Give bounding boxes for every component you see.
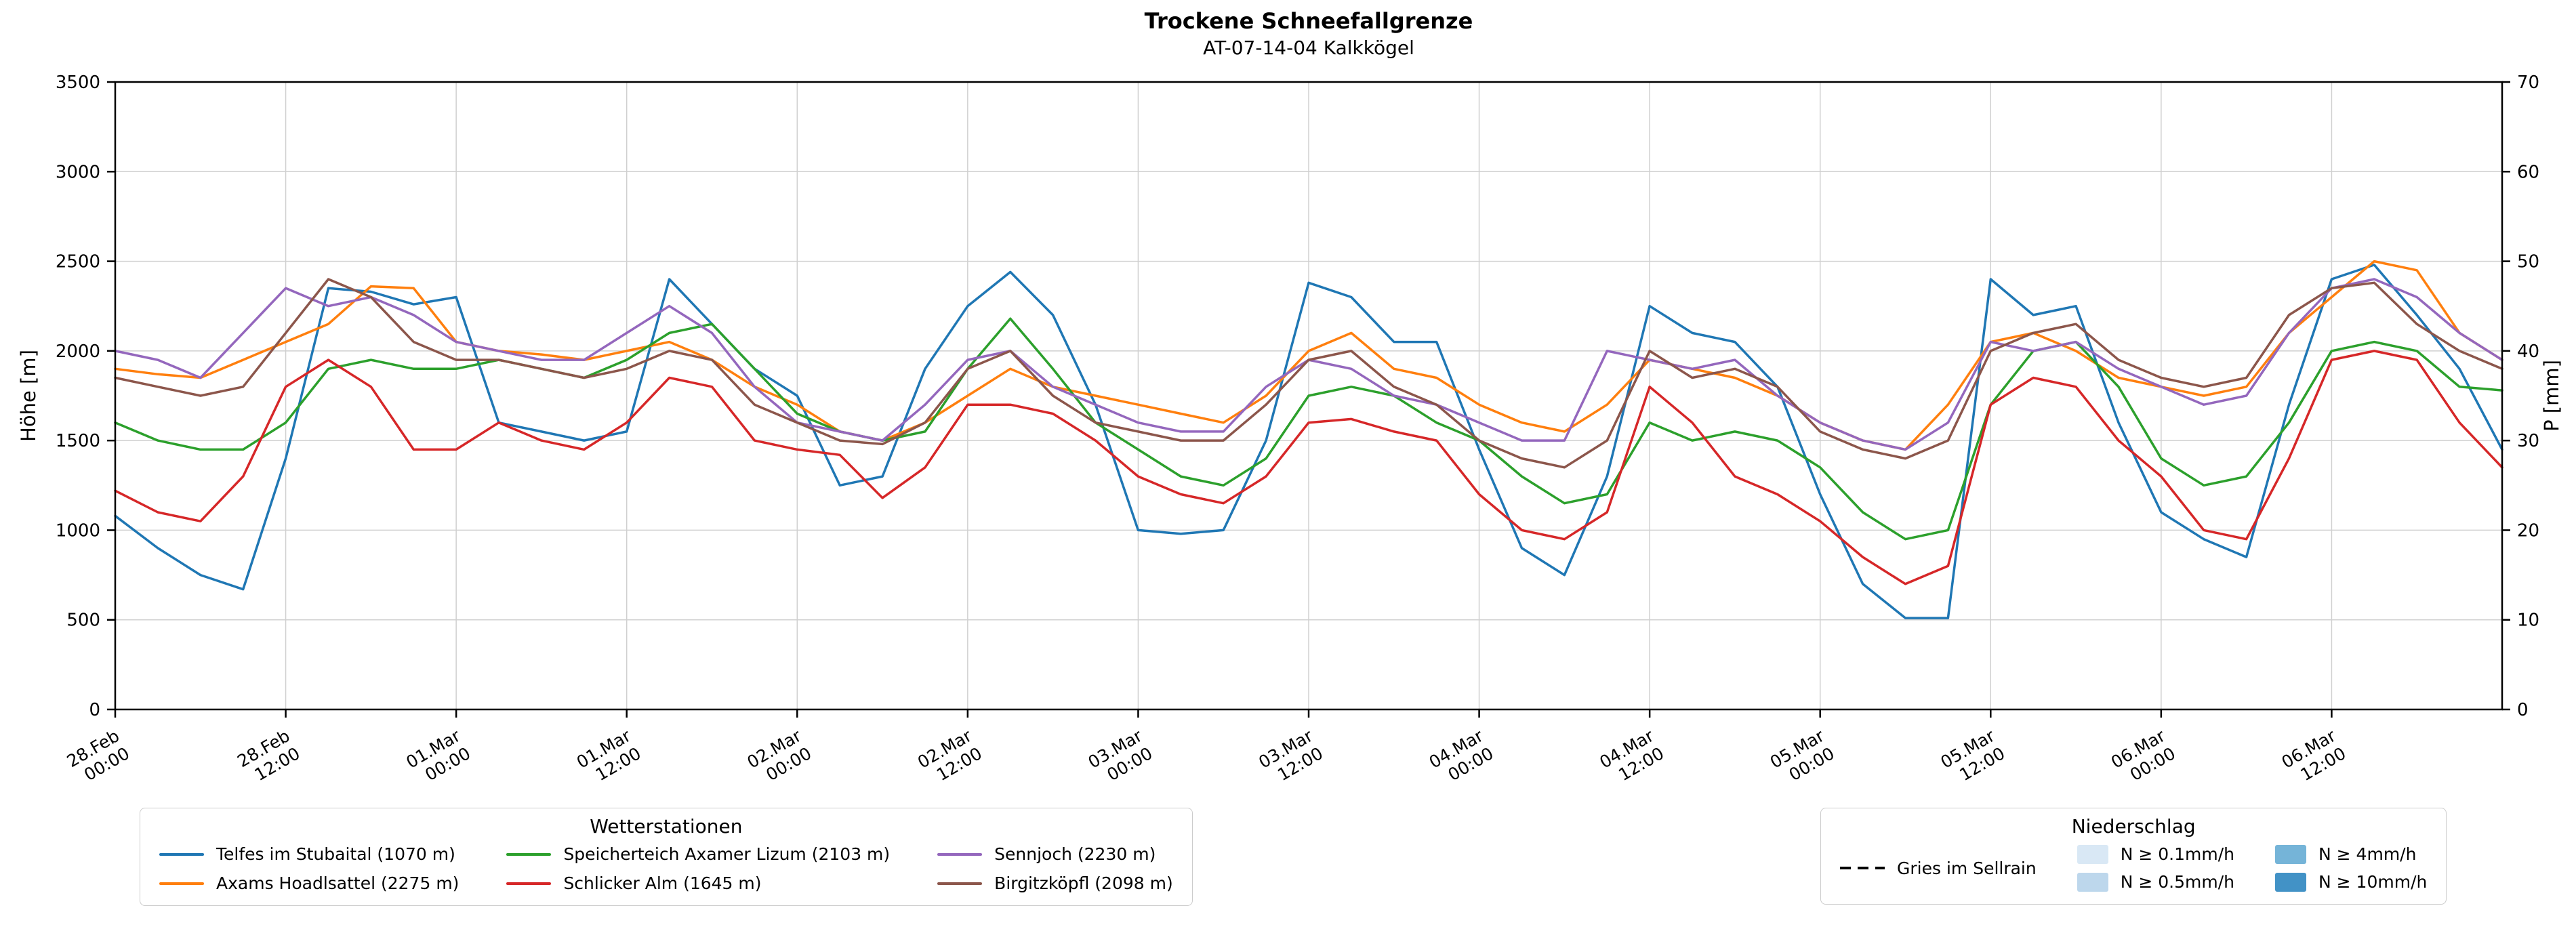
legend-item-n01: N ≥ 0.1mm/h: [2077, 844, 2234, 864]
series-line-birgitzkoepfl: [114, 278, 2503, 469]
patch-sample-icon: [2077, 872, 2108, 892]
ylabel-left: Höhe [m]: [17, 350, 40, 442]
legend-niederschlag-content: Gries im Sellrain N ≥ 0.1mm/h N ≥ 0.5mm/h…: [1840, 844, 2427, 892]
xtick-label: 05.Mar00:00: [1767, 726, 1838, 790]
legend-item-n4: N ≥ 4mm/h: [2275, 844, 2427, 864]
legend-item-telfes: Telfes im Stubaital (1070 m): [159, 844, 459, 864]
ytick-label-left: 0: [89, 700, 100, 720]
legend-item-label: N ≥ 10mm/h: [2318, 872, 2428, 892]
legend-wetterstationen-items: Telfes im Stubaital (1070 m) Axams Hoadls…: [159, 844, 1173, 893]
ytick-label-left: 2000: [56, 342, 100, 362]
dashed-line-sample-icon: [1840, 867, 1885, 869]
legend-item-label: Schlicker Alm (1645 m): [563, 873, 762, 893]
xtick-label: 01.Mar12:00: [573, 726, 645, 790]
ytick-label-right: 20: [2517, 520, 2539, 541]
xtick-label: 01.Mar00:00: [403, 726, 474, 790]
ytick-label-left: 500: [66, 611, 100, 631]
line-sample-icon: [159, 852, 204, 856]
legend-item-label: Telfes im Stubaital (1070 m): [216, 844, 455, 864]
legend-wetterstationen-title: Wetterstationen: [590, 815, 743, 838]
xtick-label: 28.Feb12:00: [234, 726, 303, 789]
legend-item-sennjoch: Sennjoch (2230 m): [937, 844, 1173, 864]
ytick-label-left: 1000: [56, 520, 100, 541]
legend-item-label: N ≥ 0.1mm/h: [2120, 844, 2235, 864]
ytick-label-right: 70: [2517, 73, 2539, 93]
legend-item-label: N ≥ 0.5mm/h: [2120, 872, 2235, 892]
xtick-label: 03.Mar00:00: [1085, 726, 1156, 790]
xtick-label: 02.Mar12:00: [914, 726, 985, 790]
line-sample-icon: [506, 852, 552, 856]
series-line-schlicker: [114, 350, 2503, 585]
chart-title: Trockene Schneefallgrenze: [1144, 8, 1473, 34]
legend-item-gries-im-sellrain: Gries im Sellrain: [1840, 859, 2037, 878]
xtick-label: 04.Mar00:00: [1426, 726, 1497, 790]
line-sample-icon: [937, 882, 983, 885]
legend-item-label: Gries im Sellrain: [1897, 858, 2037, 878]
patch-sample-icon: [2077, 844, 2108, 864]
legend-item-schlicker: Schlicker Alm (1645 m): [506, 873, 890, 893]
legend-item-n05: N ≥ 0.5mm/h: [2077, 872, 2234, 892]
xtick-label: 02.Mar00:00: [743, 726, 815, 790]
plot-area: 0 0 500 10 1000 20 1500 30 2000 40 2500 50 3000 60 350…: [17, 73, 2563, 790]
patch-sample-icon: [2275, 844, 2307, 864]
ytick-label-right: 30: [2517, 431, 2539, 451]
patch-sample-icon: [2275, 872, 2307, 892]
ytick-label-left: 3500: [56, 73, 100, 93]
ytick-label-right: 10: [2517, 611, 2539, 631]
legend-item-label: Speicherteich Axamer Lizum (2103 m): [563, 844, 891, 864]
legend-item-label: Sennjoch (2230 m): [994, 844, 1156, 864]
legend-niederschlag-patches: N ≥ 0.1mm/h N ≥ 0.5mm/h N ≥ 4mm/h N ≥ 10mm/…: [2077, 844, 2427, 892]
ytick-label-right: 0: [2517, 700, 2529, 720]
legend-niederschlag: Niederschlag Gries im Sellrain N ≥ 0.1mm…: [1820, 808, 2447, 905]
line-sample-icon: [937, 852, 983, 856]
ylabel-right: P [mm]: [2540, 360, 2563, 432]
xtick-label: 06.Mar00:00: [2108, 726, 2179, 790]
line-sample-icon: [159, 882, 204, 885]
ytick-label-right: 60: [2517, 162, 2539, 182]
legend-item-axams: Axams Hoadlsattel (2275 m): [159, 873, 459, 893]
ytick-label-right: 50: [2517, 252, 2539, 272]
legend-item-label: Birgitzköpfl (2098 m): [994, 873, 1173, 893]
titles: Trockene Schneefallgrenze AT-07-14-04 Ka…: [115, 8, 2502, 60]
ytick-label-left: 1500: [56, 431, 100, 451]
xtick-label: 28.Feb00:00: [64, 726, 133, 789]
legend-item-birgitzkoepfl: Birgitzköpfl (2098 m): [937, 873, 1173, 893]
xtick-label: 03.Mar12:00: [1255, 726, 1326, 790]
legend-niederschlag-title: Niederschlag: [2071, 815, 2196, 838]
ytick-label-left: 3000: [56, 162, 100, 182]
xtick-label: 04.Mar12:00: [1596, 726, 1667, 790]
series-line-telfes: [114, 264, 2503, 619]
line-sample-icon: [506, 882, 552, 885]
xtick-label: 05.Mar12:00: [1937, 726, 2008, 790]
ytick-label-left: 2500: [56, 252, 100, 272]
legend-item-speicherteich: Speicherteich Axamer Lizum (2103 m): [506, 844, 890, 864]
legend-item-label: Axams Hoadlsattel (2275 m): [216, 873, 459, 893]
series-line-axams: [114, 260, 2503, 451]
ytick-label-right: 40: [2517, 342, 2539, 362]
legend-wetterstationen: Wetterstationen Telfes im Stubaital (107…: [140, 808, 1193, 906]
legend-item-label: N ≥ 4mm/h: [2318, 844, 2417, 864]
legend-item-n10: N ≥ 10mm/h: [2275, 872, 2427, 892]
chart-subtitle: AT-07-14-04 Kalkkögel: [1203, 37, 1414, 60]
xtick-label: 06.Mar12:00: [2278, 726, 2350, 790]
